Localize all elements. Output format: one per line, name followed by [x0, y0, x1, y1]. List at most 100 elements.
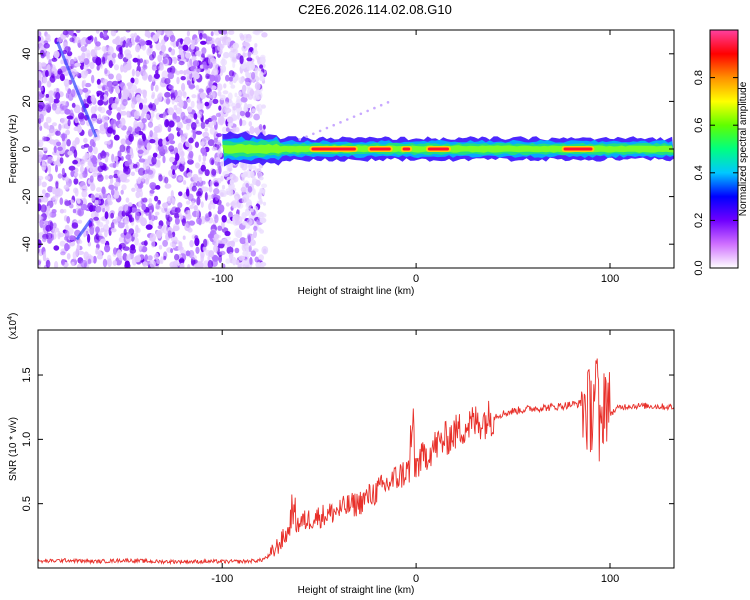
- noise-blob: [199, 92, 207, 99]
- noise-blob: [152, 152, 158, 158]
- noise-blob: [213, 138, 218, 143]
- noise-blob: [130, 77, 135, 84]
- noise-blob: [174, 207, 181, 214]
- noise-blob: [254, 67, 259, 75]
- noise-blob: [261, 183, 268, 189]
- noise-blob: [47, 186, 54, 193]
- noise-blob: [208, 121, 214, 129]
- noise-blob: [210, 231, 215, 237]
- noise-blob: [78, 239, 83, 244]
- noise-blob: [170, 89, 175, 94]
- noise-blob: [77, 250, 85, 255]
- colorbar-tick-label: 0.0: [693, 260, 705, 275]
- noise-blob: [191, 55, 197, 61]
- noise-blob: [226, 116, 234, 124]
- noise-blob: [110, 228, 117, 233]
- noise-blob: [161, 52, 167, 57]
- noise-blob: [70, 31, 74, 37]
- noise-blob: [228, 50, 235, 59]
- noise-blob: [183, 36, 191, 46]
- noise-blob: [171, 236, 178, 243]
- noise-blob: [200, 164, 206, 172]
- noise-blob: [116, 170, 124, 178]
- noise-blob: [40, 85, 44, 92]
- noise-blob: [45, 116, 52, 124]
- noise-blob: [51, 102, 57, 111]
- noise-blob: [101, 189, 106, 195]
- noise-blob: [55, 181, 59, 189]
- noise-blob: [213, 74, 221, 83]
- noise-blob: [54, 193, 58, 202]
- noise-blob: [235, 230, 243, 239]
- noise-blob: [71, 261, 75, 266]
- noise-blob: [93, 216, 99, 221]
- noise-blob: [128, 202, 133, 207]
- noise-blob: [209, 127, 216, 135]
- noise-blob: [224, 230, 231, 237]
- noise-blob: [154, 98, 159, 106]
- noise-blob: [49, 75, 56, 83]
- noise-blob: [191, 255, 197, 260]
- noise-blob: [180, 76, 186, 81]
- noise-blob: [161, 70, 169, 80]
- noise-blob: [68, 165, 76, 171]
- noise-blob: [56, 188, 64, 197]
- noise-blob: [107, 46, 114, 56]
- noise-blob: [66, 216, 71, 224]
- noise-blob: [137, 88, 142, 93]
- noise-blob: [86, 165, 90, 170]
- noise-blob: [157, 138, 164, 147]
- noise-blob: [52, 122, 57, 127]
- noise-blob: [126, 110, 130, 118]
- colorbar: 0.0 0.2 0.4 0.6 0.8 Normalized spectral ampl…: [693, 29, 749, 276]
- noise-blob: [74, 167, 79, 173]
- noise-blob: [185, 52, 191, 59]
- noise-blob: [245, 202, 252, 209]
- noise-blob: [73, 178, 79, 185]
- noise-blob: [120, 37, 124, 42]
- noise-blob: [80, 203, 88, 211]
- noise-blob: [242, 51, 246, 58]
- noise-blob: [170, 49, 175, 56]
- noise-blob: [219, 250, 226, 256]
- noise-blob: [83, 231, 87, 238]
- noise-blob: [127, 158, 132, 165]
- noise-blob: [238, 255, 246, 261]
- noise-blob: [110, 30, 117, 37]
- noise-blob: [178, 211, 182, 217]
- noise-blob: [120, 138, 127, 145]
- noise-blob: [80, 70, 88, 79]
- noise-blob: [196, 260, 204, 268]
- noise-blob: [95, 232, 99, 240]
- noise-blob: [253, 113, 260, 121]
- noise-blob: [89, 204, 94, 213]
- noise-blob: [119, 144, 126, 153]
- noise-blob: [87, 233, 91, 243]
- noise-blob: [248, 245, 252, 253]
- noise-blob: [40, 49, 45, 57]
- noise-blob: [175, 260, 179, 267]
- noise-blob: [221, 220, 225, 230]
- noise-blob: [113, 190, 120, 199]
- noise-blob: [128, 90, 135, 99]
- noise-blob: [188, 220, 196, 226]
- noise-blob: [38, 73, 42, 81]
- faint-dot: [352, 115, 356, 118]
- noise-blob: [164, 78, 171, 85]
- noise-blob: [71, 222, 79, 229]
- noise-blob: [149, 102, 153, 111]
- noise-blob: [115, 39, 123, 47]
- noise-blob: [45, 93, 50, 98]
- noise-blob: [91, 182, 95, 187]
- noise-blob: [38, 36, 41, 42]
- noise-blob: [262, 201, 267, 206]
- noise-blob: [203, 245, 207, 253]
- noise-blob: [134, 77, 139, 85]
- noise-blob: [147, 169, 154, 175]
- snr-series: [38, 358, 674, 566]
- noise-blob: [207, 139, 215, 147]
- noise-blob: [245, 244, 250, 251]
- noise-blob: [108, 184, 115, 190]
- noise-blob: [73, 104, 81, 114]
- noise-blob: [216, 133, 222, 138]
